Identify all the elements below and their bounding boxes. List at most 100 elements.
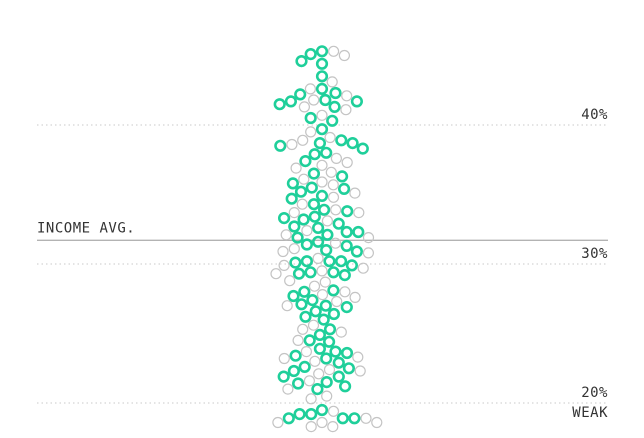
highlighted-dot bbox=[312, 221, 325, 234]
highlighted-dot bbox=[342, 362, 356, 375]
neutral-dot bbox=[296, 198, 308, 210]
neutral-dot bbox=[309, 355, 321, 367]
highlighted-dot bbox=[306, 294, 319, 307]
highlighted-dot bbox=[327, 266, 340, 279]
neutral-dot bbox=[354, 365, 366, 377]
gridlines bbox=[37, 124, 608, 404]
neutral-dot bbox=[330, 204, 342, 216]
neutral-dot bbox=[272, 416, 284, 429]
highlighted-dot bbox=[340, 225, 353, 239]
neutral-dot bbox=[278, 352, 290, 365]
highlighted-dot bbox=[277, 370, 290, 383]
neutral-dot bbox=[327, 421, 339, 433]
highlighted-dot bbox=[295, 54, 308, 68]
neutral-dot bbox=[349, 291, 361, 303]
highlighted-dot bbox=[303, 334, 316, 347]
highlighted-dot bbox=[320, 146, 333, 159]
neutral-dot bbox=[324, 131, 336, 144]
neutral-dot bbox=[323, 364, 336, 376]
neutral-dot bbox=[278, 259, 290, 271]
highlighted-dot bbox=[285, 192, 298, 205]
highlighted-dot bbox=[320, 352, 333, 365]
neutral-dot bbox=[307, 319, 320, 331]
highlighted-dot bbox=[298, 360, 311, 374]
neutral-dot bbox=[340, 104, 352, 116]
highlighted-dot bbox=[339, 380, 352, 393]
highlighted-dot bbox=[321, 228, 334, 241]
highlighted-dot bbox=[313, 137, 327, 150]
highlighted-dot bbox=[340, 346, 354, 360]
neutral-dot bbox=[288, 243, 300, 255]
highlighted-dot bbox=[293, 408, 306, 421]
neutral-dot bbox=[316, 265, 328, 277]
highlighted-dot bbox=[341, 205, 354, 218]
highlighted-dot bbox=[319, 299, 332, 312]
neutral-dot bbox=[316, 176, 328, 188]
neutral-dot bbox=[327, 405, 340, 417]
highlighted-dot bbox=[350, 245, 364, 258]
highlighted-dot bbox=[309, 305, 322, 318]
highlighted-dot bbox=[348, 412, 361, 425]
neutral-dot bbox=[312, 252, 324, 264]
neutral-dot bbox=[362, 232, 375, 244]
neutral-dot bbox=[284, 275, 296, 287]
highlighted-dot bbox=[287, 289, 300, 303]
neutral-dot bbox=[292, 334, 304, 346]
neutral-dot bbox=[305, 421, 317, 433]
neutral-dot bbox=[349, 187, 361, 199]
highlighted-dot bbox=[297, 213, 310, 226]
highlighted-dot bbox=[318, 203, 331, 216]
highlighted-dot bbox=[315, 189, 329, 202]
highlighted-dot bbox=[286, 177, 300, 190]
neutral-dot bbox=[281, 300, 293, 312]
highlighted-dot bbox=[332, 217, 345, 230]
highlighted-dot bbox=[288, 220, 301, 233]
highlighted-dot bbox=[273, 98, 286, 111]
highlighted-dot bbox=[335, 255, 348, 268]
neutral-dot bbox=[321, 215, 333, 227]
neutral-dot bbox=[330, 152, 342, 164]
neutral-dot bbox=[371, 416, 383, 429]
highlighted-dot bbox=[320, 376, 333, 389]
neutral-dot bbox=[321, 390, 333, 402]
highlighted-dot bbox=[328, 100, 341, 113]
highlighted-dot bbox=[340, 301, 353, 314]
neutral-dot bbox=[280, 229, 292, 241]
highlighted-dot bbox=[315, 82, 329, 95]
highlighted-dot bbox=[300, 238, 314, 251]
highlighted-dot bbox=[287, 364, 301, 378]
highlighted-dot bbox=[278, 212, 291, 225]
neutral-dot bbox=[316, 289, 329, 301]
neutral-dot bbox=[327, 191, 340, 203]
neutral-dot bbox=[288, 207, 300, 219]
neutral-dot bbox=[357, 262, 369, 274]
highlighted-dot bbox=[298, 285, 311, 298]
neutral-dot bbox=[339, 286, 351, 298]
highlighted-dot bbox=[299, 310, 312, 323]
highlighted-dot bbox=[346, 137, 359, 150]
neutral-dot bbox=[326, 76, 338, 88]
neutral-dot bbox=[327, 179, 339, 191]
neutral-dot bbox=[300, 346, 312, 358]
neutral-dot bbox=[329, 237, 342, 249]
neutral-dot bbox=[360, 412, 372, 424]
neutral-dot bbox=[298, 173, 310, 185]
highlighted-dot bbox=[274, 139, 287, 152]
weak-label: WEAK bbox=[572, 405, 608, 421]
highlighted-dot bbox=[292, 377, 305, 390]
neutral-dot bbox=[335, 326, 347, 338]
highlighted-dot bbox=[336, 412, 349, 425]
y-tick-label-40: 40% bbox=[581, 107, 608, 123]
highlighted-dot bbox=[356, 142, 369, 155]
highlighted-dot bbox=[304, 266, 317, 279]
neutral-dot bbox=[325, 166, 337, 178]
highlighted-dot bbox=[313, 328, 327, 342]
neutral-dot bbox=[301, 225, 313, 237]
highlighted-dot bbox=[295, 298, 308, 311]
highlighted-dot bbox=[300, 255, 314, 268]
dot-swarm bbox=[270, 45, 383, 433]
neutral-dot bbox=[277, 245, 289, 258]
highlighted-dot bbox=[323, 255, 336, 268]
highlighted-dot bbox=[327, 307, 341, 321]
highlighted-dot bbox=[315, 70, 329, 83]
